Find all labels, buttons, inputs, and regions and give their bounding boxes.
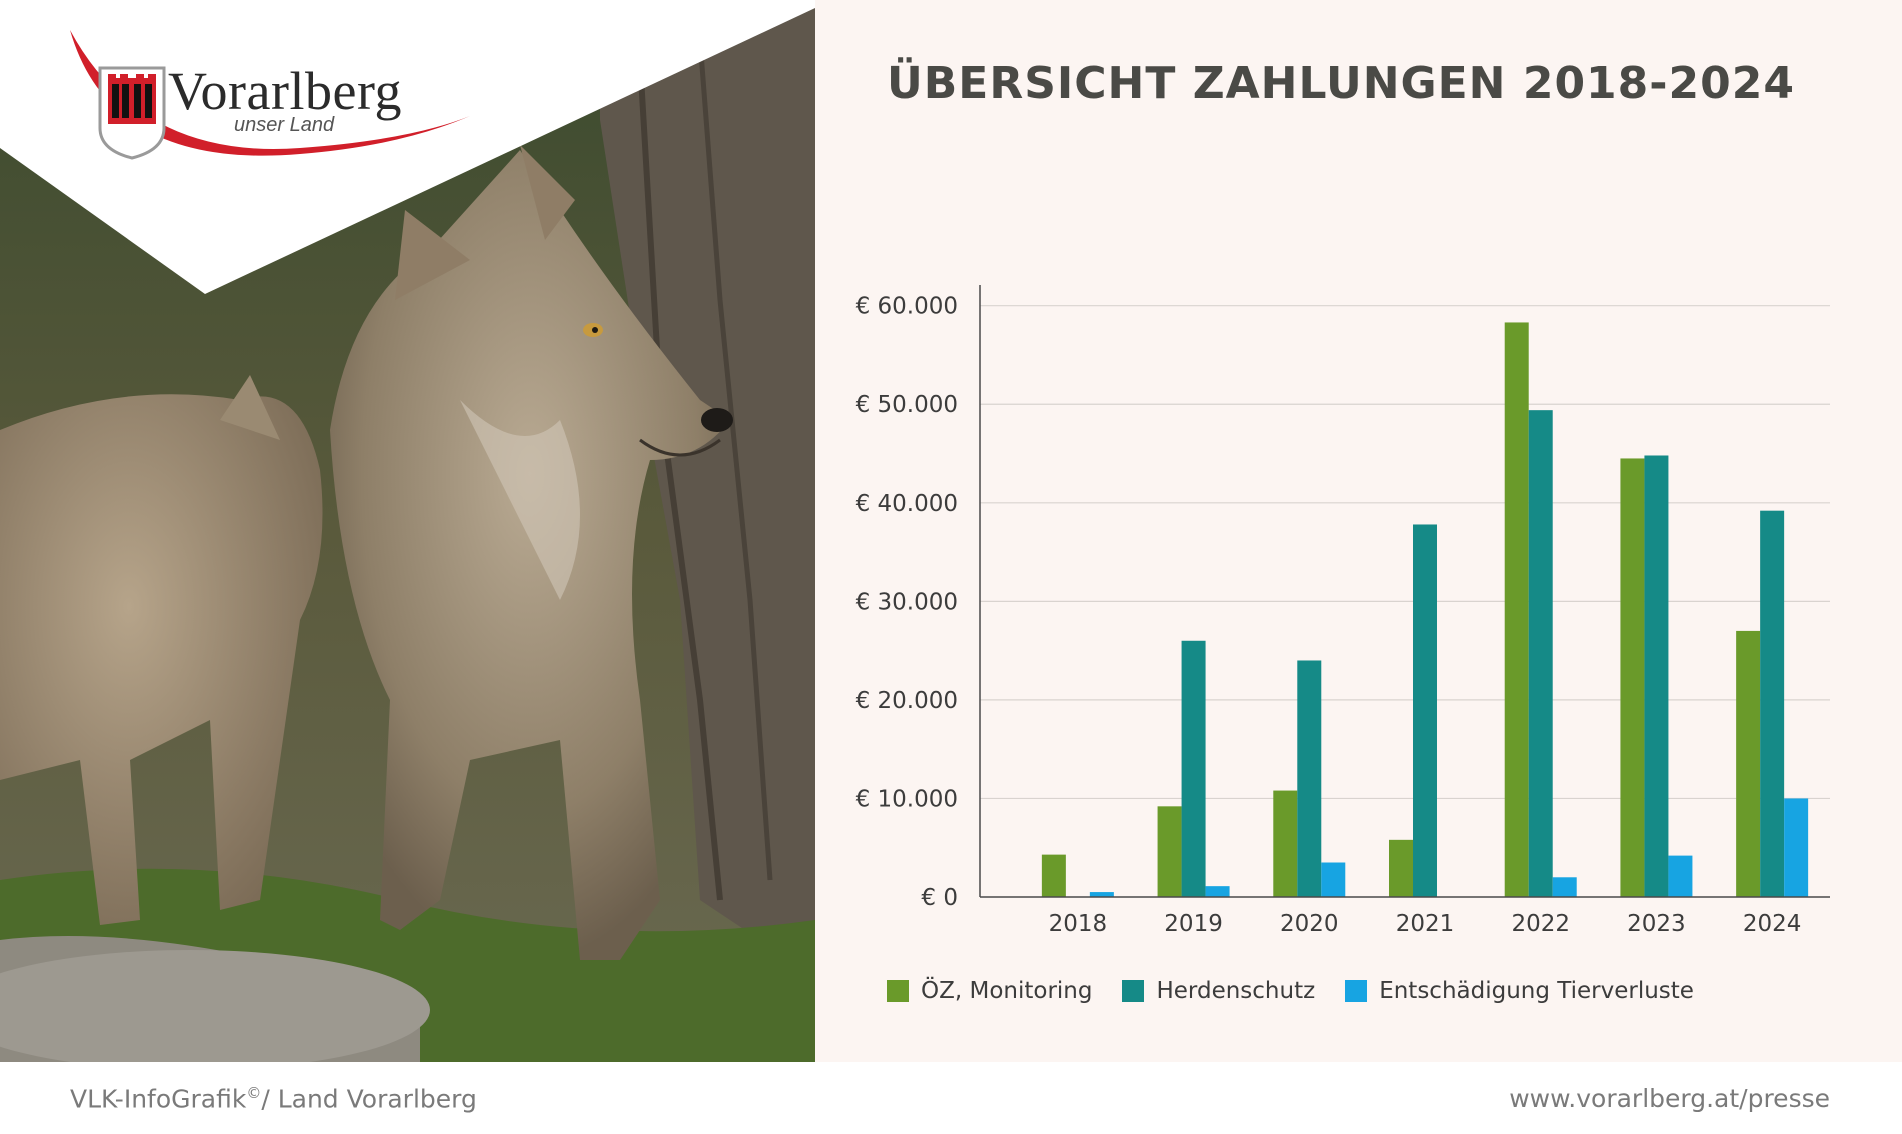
bar-3-2022 xyxy=(1552,877,1577,897)
footer: VLK-InfoGrafik©/ Land Vorarlberg www.vor… xyxy=(0,1062,1902,1134)
bar-1-2024 xyxy=(1736,630,1761,897)
x-tick-label: 2021 xyxy=(1396,911,1455,937)
x-tick-label: 2019 xyxy=(1164,911,1223,937)
footer-credit: VLK-InfoGrafik©/ Land Vorarlberg xyxy=(70,1084,477,1113)
chart-title: ÜBERSICHT ZAHLUNGEN 2018-2024 xyxy=(887,58,1796,109)
legend-item-herdenschutz: Herdenschutz xyxy=(1122,978,1315,1004)
legend: ÖZ, Monitoring Herdenschutz Entschädigun… xyxy=(887,978,1694,1004)
legend-label-oez-monitoring: ÖZ, Monitoring xyxy=(921,978,1093,1004)
credit-copyright-mark: © xyxy=(246,1084,262,1102)
y-tick-label: € 20.000 xyxy=(856,688,958,714)
legend-label-herdenschutz: Herdenschutz xyxy=(1156,978,1316,1004)
bar-2-2023 xyxy=(1644,455,1669,897)
chart-panel: ÜBERSICHT ZAHLUNGEN 2018-2024 € 0 € 10.00… xyxy=(815,0,1902,1062)
legend-swatch-herdenschutz xyxy=(1122,980,1145,1002)
bars xyxy=(1041,322,1809,897)
x-tick-label: 2024 xyxy=(1743,911,1802,937)
x-tick-label: 2018 xyxy=(1049,911,1108,937)
y-tick-label: € 40.000 xyxy=(856,491,958,517)
y-tick-label: € 10.000 xyxy=(856,786,958,812)
footer-website-link[interactable]: www.vorarlberg.at/presse xyxy=(1509,1084,1830,1113)
y-axis-ticks: € 0 € 10.000 € 20.000 € 30.000 € 40.000 € 50.… xyxy=(856,294,958,911)
y-tick-label: € 30.000 xyxy=(856,589,958,615)
bar-1-2020 xyxy=(1273,790,1298,897)
bar-1-2018 xyxy=(1041,854,1066,897)
coat-of-arms-icon xyxy=(98,66,166,160)
bar-chart: € 0 € 10.000 € 20.000 € 30.000 € 40.000 € 50.… xyxy=(856,285,1830,937)
gridlines xyxy=(980,305,1830,800)
x-tick-label: 2022 xyxy=(1511,911,1570,937)
wolf-photo: Vorarlberg unser Land xyxy=(0,0,815,1062)
bar-2-2020 xyxy=(1297,660,1322,897)
legend-item-oez-monitoring: ÖZ, Monitoring xyxy=(887,978,1092,1004)
y-tick-label: € 50.000 xyxy=(856,392,958,418)
bar-3-2018 xyxy=(1089,892,1114,897)
bar-1-2022 xyxy=(1504,322,1529,897)
y-tick-label: € 60.000 xyxy=(856,294,958,320)
x-axis-ticks: 2018 2019 2020 2021 2022 2023 2024 xyxy=(1049,911,1802,937)
brand-tagline: unser Land xyxy=(234,114,335,136)
bar-1-2023 xyxy=(1620,458,1645,897)
bar-1-2021 xyxy=(1389,839,1413,897)
brand-name: Vorarlberg xyxy=(168,61,402,121)
credit-main: VLK-InfoGrafik xyxy=(70,1084,247,1114)
legend-item-entschaedigung: Entschädigung Tierverluste xyxy=(1345,978,1694,1004)
bar-1-2019 xyxy=(1157,806,1182,897)
bar-3-2019 xyxy=(1205,886,1230,897)
bar-3-2023 xyxy=(1668,855,1693,897)
logo-wedge xyxy=(0,0,815,294)
legend-swatch-oez-monitoring xyxy=(887,980,909,1002)
x-tick-label: 2023 xyxy=(1627,911,1686,937)
bar-2-2021 xyxy=(1413,524,1437,897)
x-tick-label: 2020 xyxy=(1280,911,1339,937)
bar-2-2022 xyxy=(1528,410,1553,897)
bar-2-2019 xyxy=(1181,640,1206,897)
bar-3-2024 xyxy=(1784,798,1809,897)
legend-label-entschaedigung: Entschädigung Tierverluste xyxy=(1379,978,1694,1004)
credit-tail: / Land Vorarlberg xyxy=(261,1084,477,1114)
y-tick-label: € 0 xyxy=(921,885,958,911)
bar-3-2020 xyxy=(1321,862,1346,897)
bar-2-2024 xyxy=(1760,510,1785,897)
legend-swatch-entschaedigung xyxy=(1345,980,1368,1002)
